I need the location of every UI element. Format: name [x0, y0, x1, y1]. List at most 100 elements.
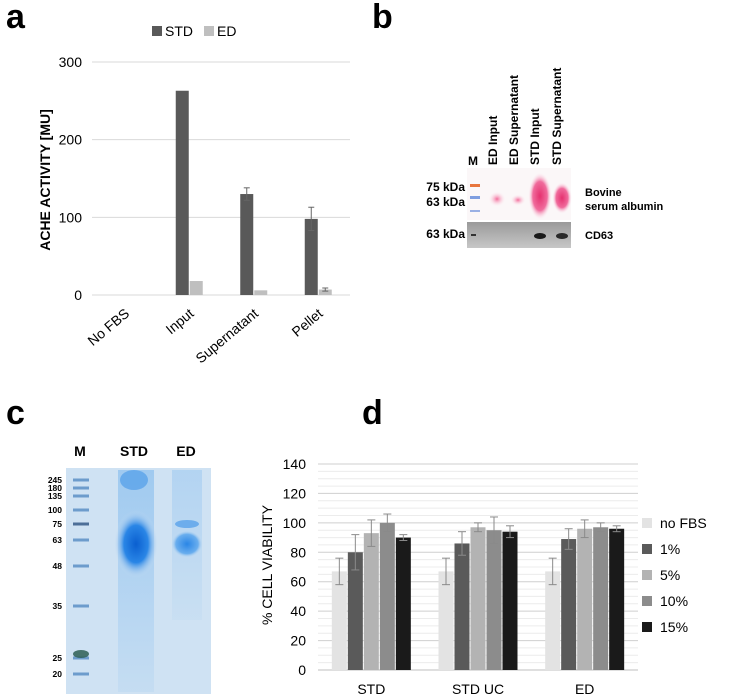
gel-marker-label-48: 48	[53, 561, 63, 571]
x-tick-a-1: Input	[163, 305, 197, 337]
y-tick-d-80: 80	[290, 544, 306, 560]
gel-ladder-band-180	[73, 486, 89, 490]
y-tick-d-20: 20	[290, 633, 306, 649]
bar-a-ed-3	[318, 289, 332, 295]
bar-a-ed-2	[254, 290, 268, 295]
legend-d-swatch-3	[642, 596, 652, 606]
gel-ladder-band-75	[73, 522, 89, 526]
legend-label-ed: ED	[217, 23, 236, 39]
legend-d-label-4: 15%	[660, 619, 688, 635]
legend-d-label-1: 1%	[660, 541, 680, 557]
gel-ladder-band-35	[73, 604, 89, 608]
gel-lane-label-std: STD	[120, 443, 148, 459]
gel-marker-label-135: 135	[48, 491, 62, 501]
blot-lane-label-std-input: STD Input	[528, 108, 542, 165]
blot-marker-band-75	[470, 184, 480, 187]
chart-a-y-axis-title: ACHE ACTIVITY [MU]	[37, 109, 53, 251]
bar-d-1-0	[347, 552, 363, 670]
blot-marker-63kda-lower: 63 kDa	[426, 227, 465, 241]
legend-d-label-2: 5%	[660, 567, 680, 583]
blot-marker-band-63	[470, 196, 480, 199]
gel-ladder-band-63	[73, 538, 89, 542]
gel-ladder-reference-band	[73, 650, 89, 658]
gel-lane-label-ed: ED	[176, 443, 195, 459]
blot-marker-band-low	[470, 210, 480, 212]
chart-a-legend: STD ED	[152, 23, 236, 39]
bar-d-0-1	[438, 571, 454, 670]
legend-d-swatch-0	[642, 518, 652, 528]
chart-d-x-tick-labels: STD STD UC ED	[357, 681, 594, 697]
bar-a-ed-1	[189, 281, 203, 295]
cell-viability-chart: 0 20 40 60 80 100 120 140 STD STD UC ED % CELL VI…	[259, 456, 638, 697]
y-tick-d-120: 120	[283, 485, 307, 501]
gel-ladder-band-100	[73, 508, 89, 512]
bar-a-std-3	[304, 218, 318, 295]
y-tick-d-60: 60	[290, 574, 306, 590]
blot-band-ed-supernatant	[510, 194, 526, 206]
gel-band-ed-upper	[175, 520, 199, 528]
y-tick-d-40: 40	[290, 603, 306, 619]
chart-d-legend: no FBS 1% 5% 10% 15%	[642, 515, 707, 635]
blot-marker-75kda: 75 kDa	[426, 180, 465, 194]
legend-swatch-ed	[204, 26, 214, 36]
blot-cd63-band-std-supernatant	[556, 233, 568, 239]
blot-lane-label-ed-supernatant: ED Supernatant	[507, 75, 521, 165]
bar-d-4-0	[395, 537, 411, 670]
gel-marker-label-245: 245	[48, 475, 62, 485]
blot-membrane-lower	[467, 222, 571, 248]
gel-ladder-band-135	[73, 494, 89, 498]
chart-a-bars	[175, 90, 332, 295]
gel-ladder-band-48	[73, 564, 89, 568]
gel-marker-label-20: 20	[53, 669, 63, 679]
x-tick-a-3: Pellet	[289, 305, 326, 340]
gel-lane-smear-std	[118, 470, 154, 692]
y-tick-d-0: 0	[298, 662, 306, 678]
blot-cd63-marker	[471, 234, 476, 236]
bar-d-1-1	[454, 543, 470, 670]
x-tick-a-2: Supernatant	[192, 305, 261, 366]
panel-label-c: c	[6, 394, 25, 432]
y-tick-a-200: 200	[59, 132, 83, 148]
x-tick-d-2: ED	[575, 681, 594, 697]
blot-band-std-supernatant	[552, 182, 572, 214]
blot-lane-label-std-supernatant: STD Supernatant	[550, 68, 564, 165]
y-tick-a-0: 0	[74, 287, 82, 303]
chart-d-y-axis-title: % CELL VIABILITY	[259, 504, 275, 625]
x-tick-d-1: STD UC	[452, 681, 504, 697]
gel-band-std-top	[120, 470, 148, 490]
bar-d-4-1	[502, 531, 518, 670]
chart-d-y-tick-labels: 0 20 40 60 80 100 120 140	[283, 456, 307, 678]
gel-band-ed-main	[171, 530, 203, 558]
bar-d-2-0	[363, 533, 379, 670]
gel-lane-label-m: M	[74, 443, 86, 459]
panel-label-d: d	[362, 394, 383, 432]
bar-d-3-2	[593, 527, 609, 670]
gel-marker-label-63: 63	[53, 535, 63, 545]
bar-d-2-2	[577, 528, 593, 670]
bar-d-0-0	[331, 571, 347, 670]
gel-marker-label-25: 25	[53, 653, 63, 663]
blot-band-std-input	[528, 172, 552, 220]
y-tick-a-300: 300	[59, 54, 83, 70]
chart-a-y-tick-labels: 0 100 200 300	[59, 54, 83, 303]
gel-band-std-main	[114, 510, 158, 578]
x-tick-d-0: STD	[357, 681, 385, 697]
bar-a-std-1	[175, 90, 189, 295]
chart-d-bars	[331, 513, 625, 670]
legend-d-swatch-2	[642, 570, 652, 580]
legend-d-label-3: 10%	[660, 593, 688, 609]
bar-d-1-2	[561, 539, 577, 670]
legend-d-swatch-1	[642, 544, 652, 554]
gel-marker-label-75: 75	[53, 519, 63, 529]
blot-marker-63kda-upper: 63 kDa	[426, 195, 465, 209]
bar-d-0-2	[545, 571, 561, 670]
gel-marker-label-100: 100	[48, 505, 62, 515]
bar-d-3-1	[486, 530, 502, 670]
bar-a-std-2	[240, 194, 254, 295]
gel-ladder-band-20	[73, 672, 89, 676]
blot-label-cd63: CD63	[585, 230, 613, 242]
panel-label-b: b	[372, 0, 393, 36]
